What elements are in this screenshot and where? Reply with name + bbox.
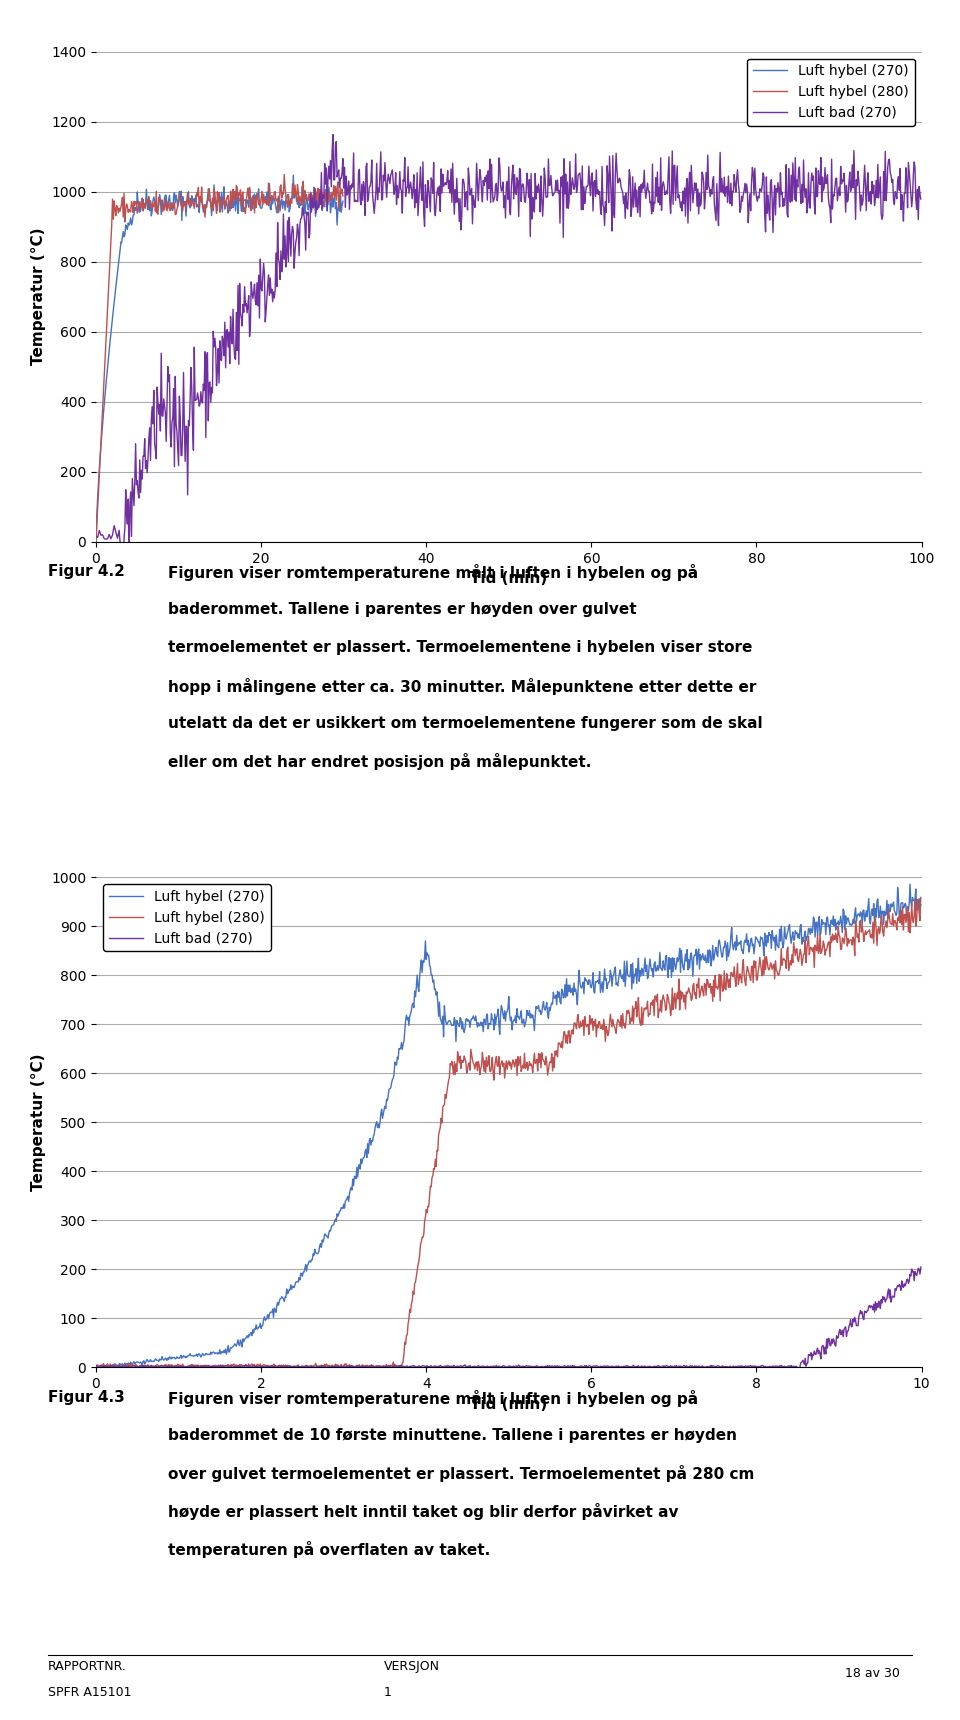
Luft hybel (270): [300, 203, 311, 224]
Luft hybel (280): [734, 963, 746, 984]
Luft bad (270): [915, 189, 926, 210]
Luft bad (270): [121, 506, 132, 526]
Luft hybel (270): [734, 934, 746, 955]
Text: VERSJON: VERSJON: [384, 1660, 440, 1674]
Luft bad (270): [327, 124, 339, 144]
Line: Luft bad (270): Luft bad (270): [96, 134, 921, 581]
X-axis label: Tid (min): Tid (min): [470, 1397, 547, 1412]
Luft hybel (280): [454, 1046, 466, 1066]
Text: termoelementet er plassert. Termoelementene i hybelen viser store: termoelementet er plassert. Termoelement…: [168, 640, 753, 655]
Luft bad (270): [794, 1362, 805, 1383]
Luft bad (270): [865, 181, 876, 201]
Luft hybel (270): [454, 1008, 466, 1029]
Luft hybel (270): [915, 894, 926, 915]
X-axis label: Tid (min): Tid (min): [470, 571, 547, 587]
Luft bad (270): [415, 157, 426, 177]
Luft bad (270): [175, 1355, 186, 1376]
Legend: Luft hybel (270), Luft hybel (280), Luft bad (270): Luft hybel (270), Luft hybel (280), Luft…: [747, 58, 915, 126]
Text: utelatt da det er usikkert om termoelementene fungerer som de skal: utelatt da det er usikkert om termoeleme…: [168, 716, 762, 731]
Text: eller om det har endret posisjon på målepunktet.: eller om det har endret posisjon på måle…: [168, 753, 591, 771]
Text: Figuren viser romtemperaturene målt i luften i hybelen og på: Figuren viser romtemperaturene målt i lu…: [168, 564, 698, 581]
Line: Luft hybel (270): Luft hybel (270): [96, 884, 921, 1369]
Luft hybel (270): [236, 201, 248, 222]
Line: Luft hybel (280): Luft hybel (280): [96, 898, 921, 1367]
Luft hybel (280): [915, 888, 926, 908]
Luft hybel (280): [236, 184, 248, 205]
Luft hybel (270): [93, 1359, 105, 1379]
Luft bad (270): [90, 1355, 102, 1376]
Luft bad (270): [733, 1357, 745, 1378]
Luft hybel (280): [749, 958, 760, 979]
Luft bad (270): [915, 1257, 926, 1278]
Text: hopp i målingene etter ca. 30 minutter. Målepunktene etter dette er: hopp i målingene etter ca. 30 minutter. …: [168, 678, 756, 695]
Luft hybel (280): [90, 531, 102, 552]
Text: baderommet de 10 første minuttene. Tallene i parentes er høyden: baderommet de 10 første minuttene. Talle…: [168, 1428, 737, 1443]
Luft hybel (270): [176, 1345, 187, 1366]
Text: over gulvet termoelementet er plassert. Termoelementet på 280 cm: over gulvet termoelementet er plassert. …: [168, 1465, 755, 1483]
Luft hybel (280): [241, 184, 252, 205]
Luft hybel (280): [237, 182, 249, 203]
Line: Luft hybel (280): Luft hybel (280): [96, 175, 343, 542]
Luft bad (270): [116, 571, 128, 592]
Luft hybel (270): [904, 874, 916, 894]
Text: SPFR A15101: SPFR A15101: [48, 1686, 132, 1699]
Luft bad (270): [384, 174, 396, 194]
Text: høyde er plassert helt inntil taket og blir derfor påvirket av: høyde er plassert helt inntil taket og b…: [168, 1503, 679, 1520]
Luft bad (270): [90, 526, 102, 547]
Luft hybel (270): [237, 187, 249, 208]
Luft hybel (280): [90, 1355, 102, 1376]
Text: Figur 4.2: Figur 4.2: [48, 564, 125, 580]
Luft hybel (270): [658, 951, 669, 972]
Text: Figur 4.3: Figur 4.3: [48, 1390, 125, 1405]
Line: Luft hybel (270): Luft hybel (270): [96, 175, 343, 542]
Luft hybel (280): [315, 187, 326, 208]
Legend: Luft hybel (270), Luft hybel (280), Luft bad (270): Luft hybel (270), Luft hybel (280), Luft…: [103, 884, 271, 951]
Text: Figuren viser romtemperaturene målt i luften i hybelen og på: Figuren viser romtemperaturene målt i lu…: [168, 1390, 698, 1407]
Luft bad (270): [523, 169, 535, 189]
Y-axis label: Temperatur (°C): Temperatur (°C): [31, 1054, 45, 1190]
Luft bad (270): [748, 1355, 759, 1376]
Luft hybel (270): [90, 531, 102, 552]
Luft hybel (270): [91, 504, 103, 525]
Text: 18 av 30: 18 av 30: [845, 1667, 900, 1680]
Luft hybel (270): [90, 1359, 102, 1379]
Luft hybel (280): [337, 186, 348, 206]
Line: Luft bad (270): Luft bad (270): [96, 1268, 921, 1373]
Luft hybel (270): [288, 165, 300, 186]
Luft hybel (280): [300, 181, 311, 201]
Text: temperaturen på overflaten av taket.: temperaturen på overflaten av taket.: [168, 1541, 491, 1558]
Luft hybel (270): [749, 936, 760, 956]
Luft hybel (270): [241, 191, 252, 212]
Luft hybel (280): [424, 1176, 436, 1197]
Text: baderommet. Tallene i parentes er høyden over gulvet: baderommet. Tallene i parentes er høyden…: [168, 602, 636, 617]
Luft hybel (270): [337, 191, 348, 212]
Luft bad (270): [288, 258, 300, 279]
Luft hybel (270): [315, 187, 326, 208]
Text: RAPPORTNR.: RAPPORTNR.: [48, 1660, 127, 1674]
Luft bad (270): [657, 1355, 668, 1376]
Luft hybel (270): [424, 956, 436, 977]
Luft hybel (280): [658, 984, 669, 1004]
Text: 1: 1: [384, 1686, 392, 1699]
Luft bad (270): [423, 1357, 435, 1378]
Luft hybel (280): [91, 514, 103, 535]
Y-axis label: Temperatur (°C): Temperatur (°C): [31, 229, 45, 365]
Luft hybel (280): [175, 1355, 186, 1376]
Luft bad (270): [453, 1355, 465, 1376]
Luft hybel (280): [343, 1357, 354, 1378]
Luft hybel (280): [278, 165, 290, 186]
